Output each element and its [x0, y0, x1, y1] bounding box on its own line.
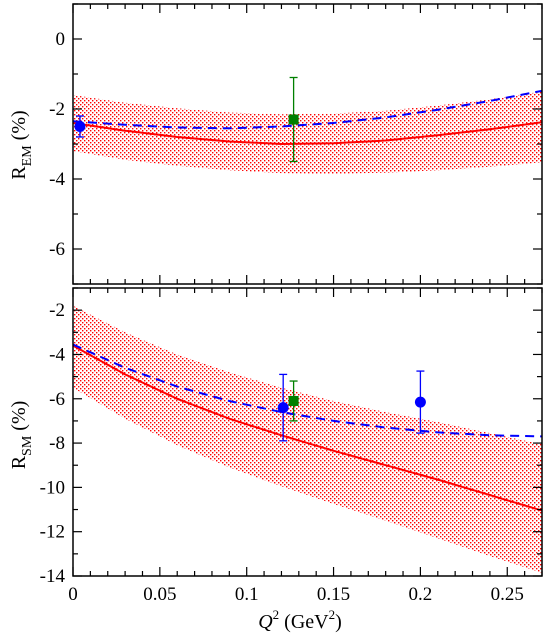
panel-rsm: -2 -4 -6 -8 -10 -12 -14 0 0.05 0.1 0.15 0.2 0.25 RS… [8, 287, 543, 633]
rem-x-ticks [72, 4, 543, 284]
x-tick-label: 0.25 [491, 584, 524, 605]
circle-marker [277, 402, 289, 414]
rem-y-axis-label: REM (%) [8, 110, 35, 179]
circle-marker [74, 121, 86, 132]
rsm-square-point [288, 380, 299, 422]
x-label-unit-close: ) [335, 611, 342, 633]
y-tick-label: -14 [40, 566, 66, 587]
rsm-y-label-sub: SM [20, 435, 35, 456]
rem-y-label-unit: (%) [8, 110, 30, 145]
x-label-var: Q [258, 611, 273, 633]
rem-circle-point [74, 115, 86, 138]
x-label-unit-exp: 2 [329, 607, 336, 622]
square-marker [288, 395, 299, 406]
rem-y-label-sub: EM [20, 145, 35, 167]
rsm-y-axis-label: RSM (%) [8, 401, 35, 470]
circle-marker [414, 396, 426, 408]
y-tick-label: -4 [49, 169, 65, 190]
rem-data-points [74, 76, 299, 163]
rsm-circle-point [414, 370, 426, 434]
rem-fit-curve [73, 89, 542, 130]
rsm-plot-area [73, 305, 542, 573]
rem-y-label-main: R [8, 166, 30, 180]
y-tick-label: -2 [49, 300, 65, 321]
rem-plot-area [73, 76, 542, 174]
rsm-fit-curve [73, 343, 542, 438]
y-tick-label: -2 [49, 99, 65, 120]
x-tick-label: 0.1 [235, 584, 259, 605]
rem-model-curve [73, 121, 542, 146]
y-tick-label: -6 [49, 389, 65, 410]
y-tick-label: 0 [56, 29, 66, 50]
y-tick-label: -4 [49, 344, 65, 365]
rem-square-point [288, 76, 299, 163]
rsm-axes-frame [72, 287, 543, 577]
x-axis-label: Q2 (GeV2) [258, 607, 342, 633]
square-marker [288, 114, 299, 125]
rsm-model-curve [73, 344, 542, 512]
x-tick-label: 0.15 [317, 584, 350, 605]
rsm-data-points [277, 370, 426, 442]
rsm-y-label-unit: (%) [8, 401, 30, 436]
x-tick-label: 0.05 [143, 584, 176, 605]
y-tick-label: -6 [49, 239, 65, 260]
y-tick-label: -12 [40, 522, 65, 543]
y-tick-label: -10 [40, 477, 65, 498]
x-label-exp: 2 [273, 607, 280, 622]
rem-y-ticks: 0 -2 -4 -6 [49, 3, 542, 285]
rsm-x-ticks: 0 0.05 0.1 0.15 0.2 0.25 [68, 288, 543, 605]
y-tick-label: -8 [49, 433, 65, 454]
rsm-y-label-main: R [8, 455, 30, 469]
panel-rem: 0 -2 -4 -6 REM (%) [8, 3, 543, 285]
x-label-unit-open: (GeV [279, 611, 329, 633]
x-tick-label: 0.2 [409, 584, 433, 605]
rsm-circle-point [277, 373, 289, 442]
rsm-model-band [73, 305, 542, 573]
rsm-y-ticks: -2 -4 -6 -8 -10 -12 -14 [40, 287, 542, 587]
x-tick-label: 0 [68, 584, 78, 605]
